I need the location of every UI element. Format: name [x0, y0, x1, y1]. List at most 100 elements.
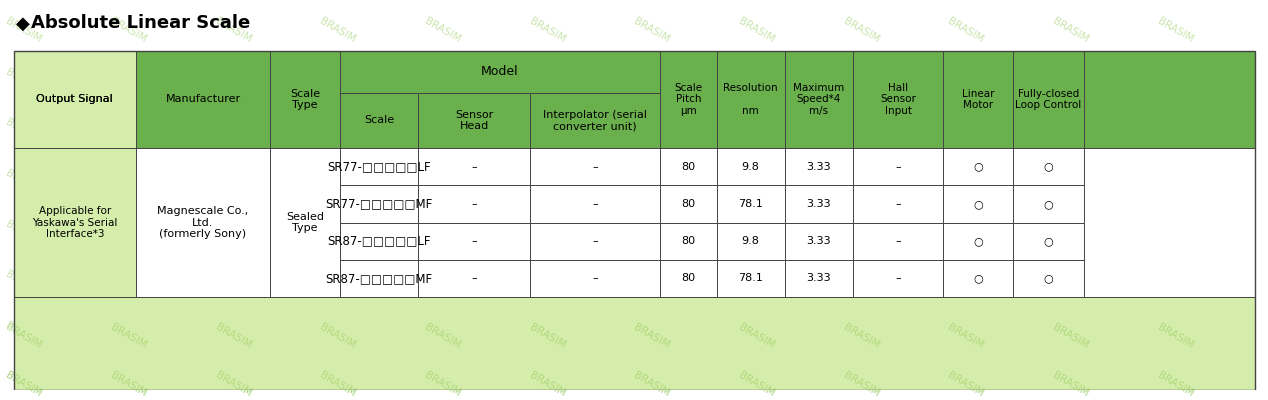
Text: BRASIM: BRASIM: [1051, 219, 1090, 247]
Polygon shape: [417, 260, 530, 297]
Polygon shape: [853, 260, 943, 297]
Text: BRASIM: BRASIM: [633, 269, 672, 298]
Text: –: –: [472, 199, 477, 209]
Polygon shape: [785, 185, 853, 222]
Text: BRASIM: BRASIM: [527, 67, 567, 95]
Text: 9.8: 9.8: [742, 236, 760, 246]
Text: 78.1: 78.1: [738, 274, 763, 284]
Text: ○: ○: [973, 162, 983, 172]
Text: 3.33: 3.33: [806, 274, 832, 284]
Text: BRASIM: BRASIM: [737, 117, 776, 146]
Text: BRASIM: BRASIM: [1155, 16, 1194, 44]
Text: BRASIM: BRASIM: [109, 117, 148, 146]
Polygon shape: [853, 51, 943, 148]
Text: BRASIM: BRASIM: [109, 219, 148, 247]
Text: BRASIM: BRASIM: [946, 322, 985, 350]
Text: BRASIM: BRASIM: [424, 269, 463, 298]
Polygon shape: [716, 185, 785, 222]
Text: SR77-□□□□□LF: SR77-□□□□□LF: [327, 160, 431, 173]
Polygon shape: [530, 92, 659, 148]
Polygon shape: [1013, 148, 1084, 185]
Polygon shape: [1013, 51, 1084, 148]
Polygon shape: [716, 51, 785, 148]
Text: BRASIM: BRASIM: [946, 320, 985, 348]
Text: BRASIM: BRASIM: [737, 67, 776, 95]
Text: ◆: ◆: [16, 14, 30, 32]
Text: BRASIM: BRASIM: [1051, 370, 1090, 399]
Text: 80: 80: [681, 199, 695, 209]
Text: BRASIM: BRASIM: [633, 322, 672, 350]
Polygon shape: [270, 148, 340, 297]
Text: BRASIM: BRASIM: [109, 269, 148, 298]
Text: BRASIM: BRASIM: [1155, 320, 1194, 348]
Text: BRASIM: BRASIM: [737, 168, 776, 196]
Polygon shape: [785, 222, 853, 260]
Text: Maximum
Speed*4
m/s: Maximum Speed*4 m/s: [794, 83, 844, 116]
Text: BRASIM: BRASIM: [946, 117, 985, 146]
Text: BRASIM: BRASIM: [214, 370, 252, 399]
Polygon shape: [943, 185, 1013, 222]
Polygon shape: [716, 260, 785, 297]
Text: Fully-closed
Loop Control: Fully-closed Loop Control: [1016, 88, 1082, 110]
Text: BRASIM: BRASIM: [527, 320, 567, 348]
Text: BRASIM: BRASIM: [318, 117, 358, 146]
Text: BRASIM: BRASIM: [633, 16, 672, 44]
Text: BRASIM: BRASIM: [214, 269, 252, 298]
Text: BRASIM: BRASIM: [842, 219, 881, 247]
Text: Model: Model: [481, 65, 519, 78]
Text: BRASIM: BRASIM: [424, 370, 463, 399]
Polygon shape: [270, 51, 340, 148]
Text: BRASIM: BRASIM: [737, 370, 776, 399]
Text: BRASIM: BRASIM: [1155, 117, 1194, 146]
Text: BRASIM: BRASIM: [4, 320, 43, 348]
Text: –: –: [592, 274, 598, 284]
Text: BRASIM: BRASIM: [214, 219, 252, 247]
Text: BRASIM: BRASIM: [527, 117, 567, 146]
Polygon shape: [1013, 260, 1084, 297]
Text: BRASIM: BRASIM: [527, 16, 567, 44]
Text: –: –: [592, 199, 598, 209]
Polygon shape: [14, 51, 1255, 148]
Text: BRASIM: BRASIM: [1155, 67, 1194, 95]
Text: BRASIM: BRASIM: [424, 370, 463, 399]
Polygon shape: [417, 92, 530, 148]
Text: –: –: [895, 199, 902, 209]
Polygon shape: [340, 51, 659, 92]
Polygon shape: [136, 51, 270, 148]
Polygon shape: [417, 185, 530, 222]
Text: 3.33: 3.33: [806, 199, 832, 209]
Polygon shape: [853, 222, 943, 260]
Text: 80: 80: [681, 274, 695, 284]
Text: BRASIM: BRASIM: [633, 370, 672, 399]
Polygon shape: [136, 148, 270, 297]
Polygon shape: [943, 51, 1013, 148]
Text: ○: ○: [1044, 236, 1054, 246]
Text: BRASIM: BRASIM: [109, 370, 148, 399]
Text: 80: 80: [681, 162, 695, 172]
Text: BRASIM: BRASIM: [318, 168, 358, 196]
Text: Output Signal: Output Signal: [37, 94, 113, 104]
Polygon shape: [417, 148, 530, 185]
Text: BRASIM: BRASIM: [1155, 370, 1194, 399]
Text: BRASIM: BRASIM: [4, 219, 43, 247]
Polygon shape: [785, 51, 853, 148]
Polygon shape: [417, 222, 530, 260]
Text: BRASIM: BRASIM: [214, 67, 252, 95]
Text: BRASIM: BRASIM: [527, 370, 567, 399]
Polygon shape: [340, 260, 417, 297]
Text: ○: ○: [973, 274, 983, 284]
Text: –: –: [895, 236, 902, 246]
Text: BRASIM: BRASIM: [842, 67, 881, 95]
Text: BRASIM: BRASIM: [842, 168, 881, 196]
Text: BRASIM: BRASIM: [4, 168, 43, 196]
Polygon shape: [14, 297, 1255, 390]
Text: ○: ○: [1044, 162, 1054, 172]
Text: BRASIM: BRASIM: [1155, 269, 1194, 298]
Text: BRASIM: BRASIM: [424, 67, 463, 95]
Text: –: –: [472, 162, 477, 172]
Text: Manufacturer: Manufacturer: [165, 94, 241, 104]
Text: SR87-□□□□□LF: SR87-□□□□□LF: [327, 235, 431, 248]
Polygon shape: [659, 222, 716, 260]
Polygon shape: [1013, 222, 1084, 260]
Text: BRASIM: BRASIM: [318, 322, 358, 350]
